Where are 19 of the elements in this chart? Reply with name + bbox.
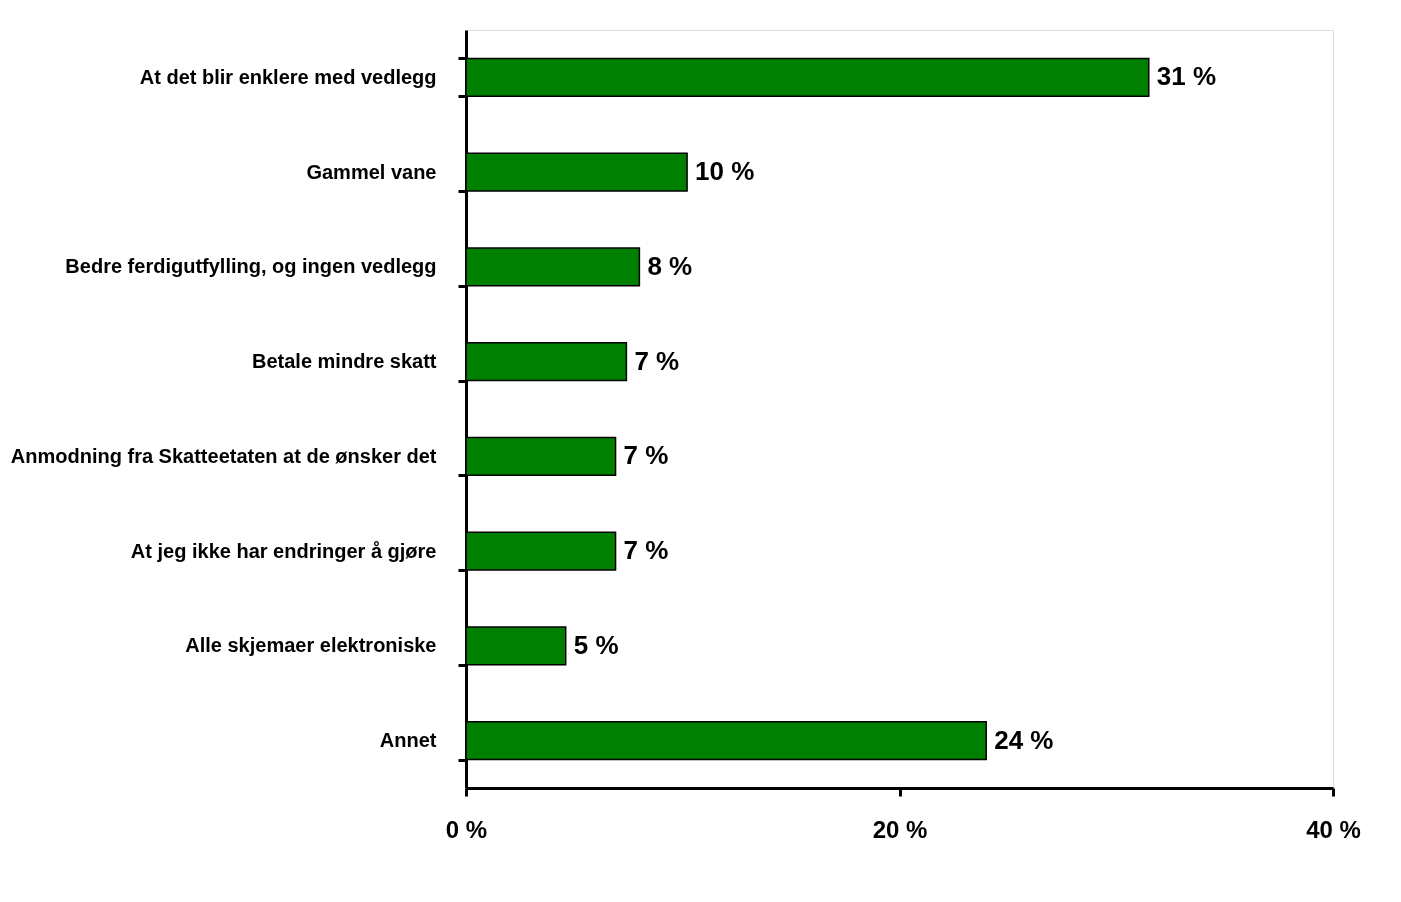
y-tick-label: At jeg ikke har endringer å gjøre: [130, 539, 437, 562]
y-tick-label: Anmodning fra Skatteetaten at de ønsker det: [10, 444, 437, 467]
y-tick-label: Betale mindre skatt: [251, 350, 437, 373]
x-tick-label: 40 %: [1306, 815, 1361, 843]
data-label: 5 %: [573, 629, 619, 660]
x-tick-label: 20 %: [872, 815, 928, 843]
data-label: 31 %: [1156, 61, 1217, 92]
y-tick-label: Bedre ferdigutfylling, og ingen vedlegg: [65, 255, 437, 278]
data-label: 8 %: [647, 250, 693, 281]
y-tick-label: Annet: [379, 729, 437, 752]
x-tick-label: 0 %: [445, 815, 488, 843]
data-label: 10 %: [695, 156, 755, 187]
data-label: 7 %: [623, 440, 669, 471]
data-label: 7 %: [623, 535, 669, 566]
y-tick-label: Alle skjemaer elektroniske: [185, 634, 437, 657]
y-tick-label: At det blir enklere med vedlegg: [139, 65, 437, 88]
data-label: 24 %: [994, 724, 1054, 755]
y-tick-label: Gammel vane: [306, 160, 437, 183]
data-label: 7 %: [634, 345, 680, 376]
